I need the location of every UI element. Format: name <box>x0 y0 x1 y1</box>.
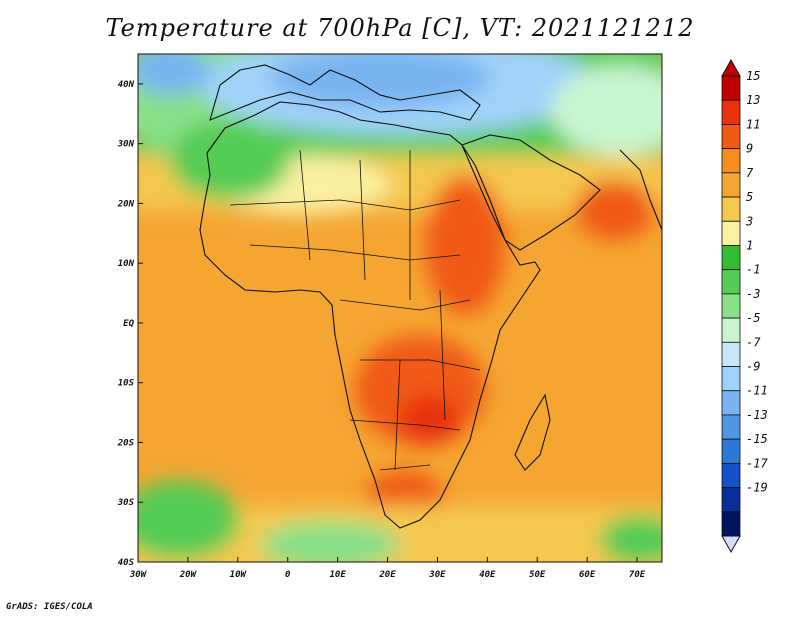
colorbar-label: -9 <box>746 360 760 374</box>
colorbar-label: 3 <box>745 214 753 228</box>
colorbar-over-arrow <box>721 58 741 77</box>
field-warm-arabian <box>575 180 655 240</box>
colorbar-label: -3 <box>746 287 760 301</box>
colorbar-label: -7 <box>746 335 761 349</box>
lat-tick-label: 40S <box>118 558 135 568</box>
colorbar-swatch <box>721 293 741 319</box>
lon-tick-label: 30W <box>129 570 148 580</box>
plot-frame <box>137 53 663 563</box>
lon-tick-label: 20E <box>378 570 396 580</box>
colorbar-swatch <box>721 366 741 392</box>
field-nw-africa-green <box>170 120 290 200</box>
colorbar-swatch <box>721 245 741 271</box>
colorbar-label: 5 <box>746 190 753 204</box>
colorbar-swatch <box>721 269 741 295</box>
colorbar-swatch <box>721 220 741 246</box>
temperature-field <box>138 54 662 562</box>
lon-tick-label: 10E <box>329 570 346 580</box>
colorbar-label: -11 <box>746 384 768 398</box>
lon-tick-label: 70E <box>629 570 646 580</box>
europe-coastline <box>209 64 481 121</box>
colorbar-swatch <box>721 462 741 488</box>
map-axes: 30W 20W 10W 0 10E 20E 30E 40E 50E 60E 70E 40N 30N 20N… <box>117 80 646 580</box>
colorbar-swatch <box>721 438 741 464</box>
colorbar-swatch <box>721 341 741 367</box>
colorbar-swatch <box>721 414 741 440</box>
coastlines <box>199 64 662 529</box>
lon-tick-label: 0 <box>285 570 291 580</box>
field-warm-ethiopia <box>425 175 505 315</box>
colorbar-label: 13 <box>746 93 760 107</box>
colorbar-label: 15 <box>746 69 760 83</box>
lat-tick-label: 30N <box>117 140 135 150</box>
colorbar-swatch <box>721 317 741 343</box>
colorbar-swatch <box>721 390 741 416</box>
lon-tick-label: 30E <box>428 570 446 580</box>
colorbar-label: -1 <box>746 263 760 277</box>
madagascar-coastline <box>514 393 551 471</box>
colorbar-label: 1 <box>746 238 753 252</box>
india-coastline <box>619 149 662 231</box>
lon-tick-label: 50E <box>529 570 546 580</box>
lat-tick-label: EQ <box>123 319 134 329</box>
field-cold-nw <box>138 54 210 95</box>
colorbar-under-arrow <box>721 535 741 554</box>
lon-tick-label: 40E <box>479 570 496 580</box>
colorbar-swatch <box>721 148 741 174</box>
credit-text: GrADS: IGES/COLA <box>6 602 93 612</box>
map-title: Temperature at 700hPa [C], VT: 202112121… <box>105 14 695 42</box>
colorbar-swatch <box>721 511 741 537</box>
field-cool-south <box>260 520 400 562</box>
colorbar-label: 7 <box>746 166 754 180</box>
field-cool-sw-atlantic <box>138 480 240 560</box>
lat-tick-label: 10N <box>118 259 135 269</box>
colorbar-swatch <box>721 487 741 513</box>
lon-tick-label: 20W <box>179 570 198 580</box>
field-hot-zambezi <box>400 395 460 445</box>
field-cold-ne <box>550 65 662 155</box>
colorbar-swatch <box>721 124 741 150</box>
lon-tick-label: 10W <box>230 570 248 580</box>
colorbar-swatch <box>721 196 741 222</box>
arabia-coastline <box>461 134 601 251</box>
colorbar: 15 13 11 9 7 5 3 1 -1 -3 -5 -7 -9 -11 -13 -15 -17 -19 <box>721 58 768 554</box>
lon-tick-label: 60E <box>579 570 596 580</box>
lat-tick-label: 20S <box>117 438 135 448</box>
lat-tick-label: 10S <box>118 379 135 389</box>
colorbar-swatch <box>721 172 741 198</box>
colorbar-label: -19 <box>746 481 768 495</box>
colorbar-label: -5 <box>746 311 760 325</box>
colorbar-label: -15 <box>746 432 768 446</box>
colorbar-swatch <box>721 75 741 101</box>
lat-tick-label: 40N <box>118 80 135 90</box>
colorbar-label: 9 <box>746 142 753 156</box>
field-colder-med <box>270 54 490 108</box>
lat-tick-label: 20N <box>117 199 135 209</box>
colorbar-label: 11 <box>746 117 760 131</box>
africa-coastline <box>199 101 541 529</box>
colorbar-label: -17 <box>746 456 768 470</box>
lat-tick-label: 30S <box>117 498 135 508</box>
colorbar-swatch <box>721 99 741 125</box>
field-cool-se <box>600 515 662 562</box>
colorbar-label: -13 <box>746 408 768 422</box>
inland-borders <box>229 149 481 471</box>
